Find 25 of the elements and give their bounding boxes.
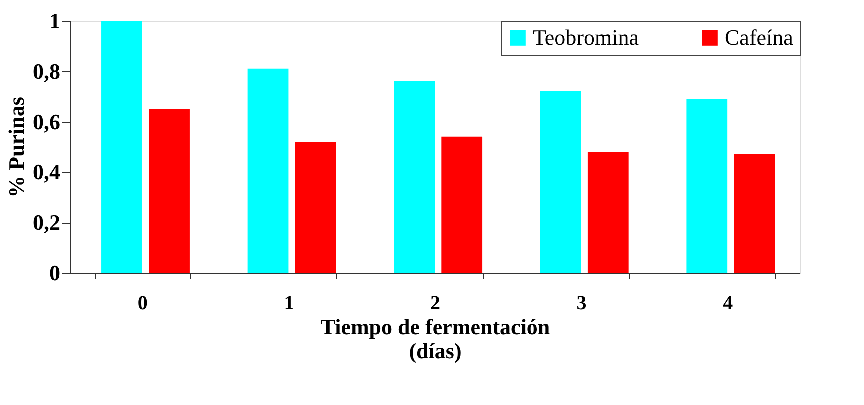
y-tick-label: 1: [50, 8, 60, 34]
x-tick-label: 4: [723, 292, 734, 314]
legend-label: Teobromina: [533, 25, 640, 50]
bar: [686, 99, 728, 273]
x-tick-label: 3: [576, 292, 587, 314]
bar: [248, 68, 289, 273]
y-tick-label: 0,6: [33, 109, 60, 134]
y-tick-label: 0,4: [33, 160, 60, 185]
y-tick-label: 0,8: [33, 58, 60, 84]
bar: [149, 109, 190, 273]
bar: [102, 21, 142, 273]
x-axis-title: Tiempo de fermentación (días): [320, 314, 550, 364]
bar: [295, 142, 336, 273]
bar: [394, 81, 435, 273]
bar: [442, 136, 483, 273]
x-tick-label: 2: [430, 292, 440, 314]
legend-label: Cafeína: [725, 25, 794, 50]
bar: [734, 154, 776, 273]
x-tick-label: 0: [138, 292, 148, 314]
y-tick-label: 0,2: [33, 210, 60, 236]
x-tick-label: 1: [284, 292, 294, 314]
y-axis-title: % Purinas: [4, 96, 29, 198]
bar: [540, 92, 582, 273]
y-tick-label: 0: [50, 260, 60, 286]
bar: [588, 152, 629, 273]
